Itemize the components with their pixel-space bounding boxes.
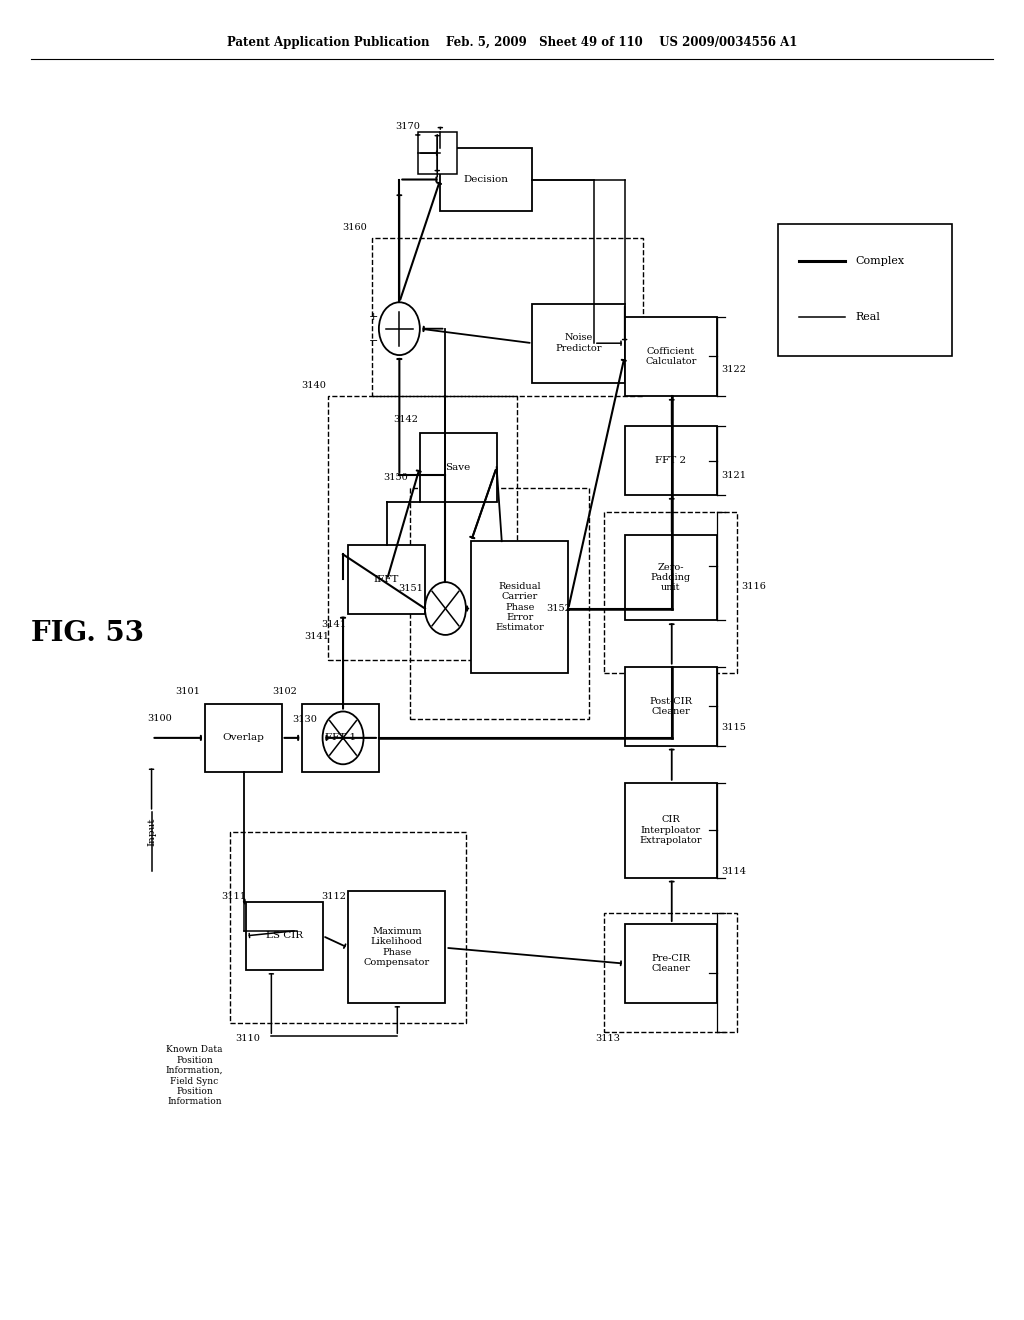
Bar — [625, 667, 717, 746]
Bar — [604, 913, 737, 1032]
Text: Overlap: Overlap — [222, 734, 264, 742]
Text: LS CIR: LS CIR — [265, 932, 303, 940]
Text: 3140: 3140 — [301, 381, 326, 389]
Text: FFT 2: FFT 2 — [655, 457, 686, 465]
Bar — [302, 704, 379, 772]
Text: 3121: 3121 — [721, 471, 745, 479]
Bar — [418, 132, 457, 174]
Text: 3160: 3160 — [342, 223, 367, 231]
Text: Zero-
Padding
unit: Zero- Padding unit — [650, 562, 691, 593]
Text: +: + — [369, 312, 378, 322]
Text: 3116: 3116 — [741, 582, 766, 590]
Bar — [625, 924, 717, 1003]
Text: Cofficient
Calculator: Cofficient Calculator — [645, 347, 696, 366]
Bar — [604, 512, 737, 673]
Text: Input: Input — [147, 817, 156, 846]
Text: 3101: 3101 — [175, 688, 200, 696]
Text: Post-CIR
Cleaner: Post-CIR Cleaner — [649, 697, 692, 715]
Bar — [625, 535, 717, 620]
Text: 3170: 3170 — [395, 123, 420, 131]
Text: Pre-CIR
Cleaner: Pre-CIR Cleaner — [651, 954, 690, 973]
Text: 3152: 3152 — [547, 605, 571, 612]
Text: 3102: 3102 — [272, 688, 297, 696]
Bar — [420, 433, 497, 502]
Text: FFT 1: FFT 1 — [325, 734, 356, 742]
Text: Save: Save — [445, 463, 471, 471]
Bar — [625, 317, 717, 396]
Text: 3115: 3115 — [721, 723, 745, 731]
Text: 3113: 3113 — [596, 1035, 621, 1043]
Bar — [410, 488, 589, 719]
Bar — [440, 148, 532, 211]
Text: Patent Application Publication    Feb. 5, 2009   Sheet 49 of 110    US 2009/0034: Patent Application Publication Feb. 5, 2… — [226, 36, 798, 49]
Text: Real: Real — [855, 312, 880, 322]
Bar — [205, 704, 282, 772]
Bar — [230, 832, 466, 1023]
Bar — [348, 891, 445, 1003]
Text: Known Data
Position
Information,
Field Sync
Position
Information: Known Data Position Information, Field S… — [166, 1045, 223, 1106]
Text: 3150: 3150 — [383, 474, 408, 482]
Text: Decision: Decision — [464, 176, 509, 183]
Text: CIR
Interploator
Extrapolator: CIR Interploator Extrapolator — [639, 816, 702, 845]
Bar — [625, 783, 717, 878]
Text: Noise
Predictor: Noise Predictor — [555, 334, 602, 352]
Text: 3122: 3122 — [721, 366, 745, 374]
Text: 3130: 3130 — [293, 715, 317, 723]
Text: −: − — [369, 335, 378, 346]
Text: 3151: 3151 — [398, 585, 423, 593]
Text: 3114: 3114 — [721, 867, 745, 875]
Bar — [471, 541, 568, 673]
Bar — [348, 545, 425, 614]
Bar — [328, 396, 517, 660]
Bar — [778, 224, 952, 356]
Text: 3112: 3112 — [322, 892, 346, 900]
Bar — [372, 238, 643, 396]
Text: 3100: 3100 — [147, 714, 172, 722]
Text: IFFT: IFFT — [374, 576, 399, 583]
Text: 3141: 3141 — [305, 632, 330, 640]
Text: FIG. 53: FIG. 53 — [31, 620, 143, 647]
Text: Maximum
Likelihood
Phase
Compensator: Maximum Likelihood Phase Compensator — [364, 927, 430, 968]
Bar — [246, 902, 323, 970]
Text: 3111: 3111 — [221, 892, 246, 900]
Bar — [625, 426, 717, 495]
Text: 3110: 3110 — [236, 1035, 260, 1043]
Text: Complex: Complex — [855, 256, 904, 267]
Text: Residual
Carrier
Phase
Error
Estimator: Residual Carrier Phase Error Estimator — [496, 582, 544, 632]
Text: 3142: 3142 — [393, 416, 418, 424]
Bar — [532, 304, 625, 383]
Text: 3141: 3141 — [322, 620, 346, 628]
